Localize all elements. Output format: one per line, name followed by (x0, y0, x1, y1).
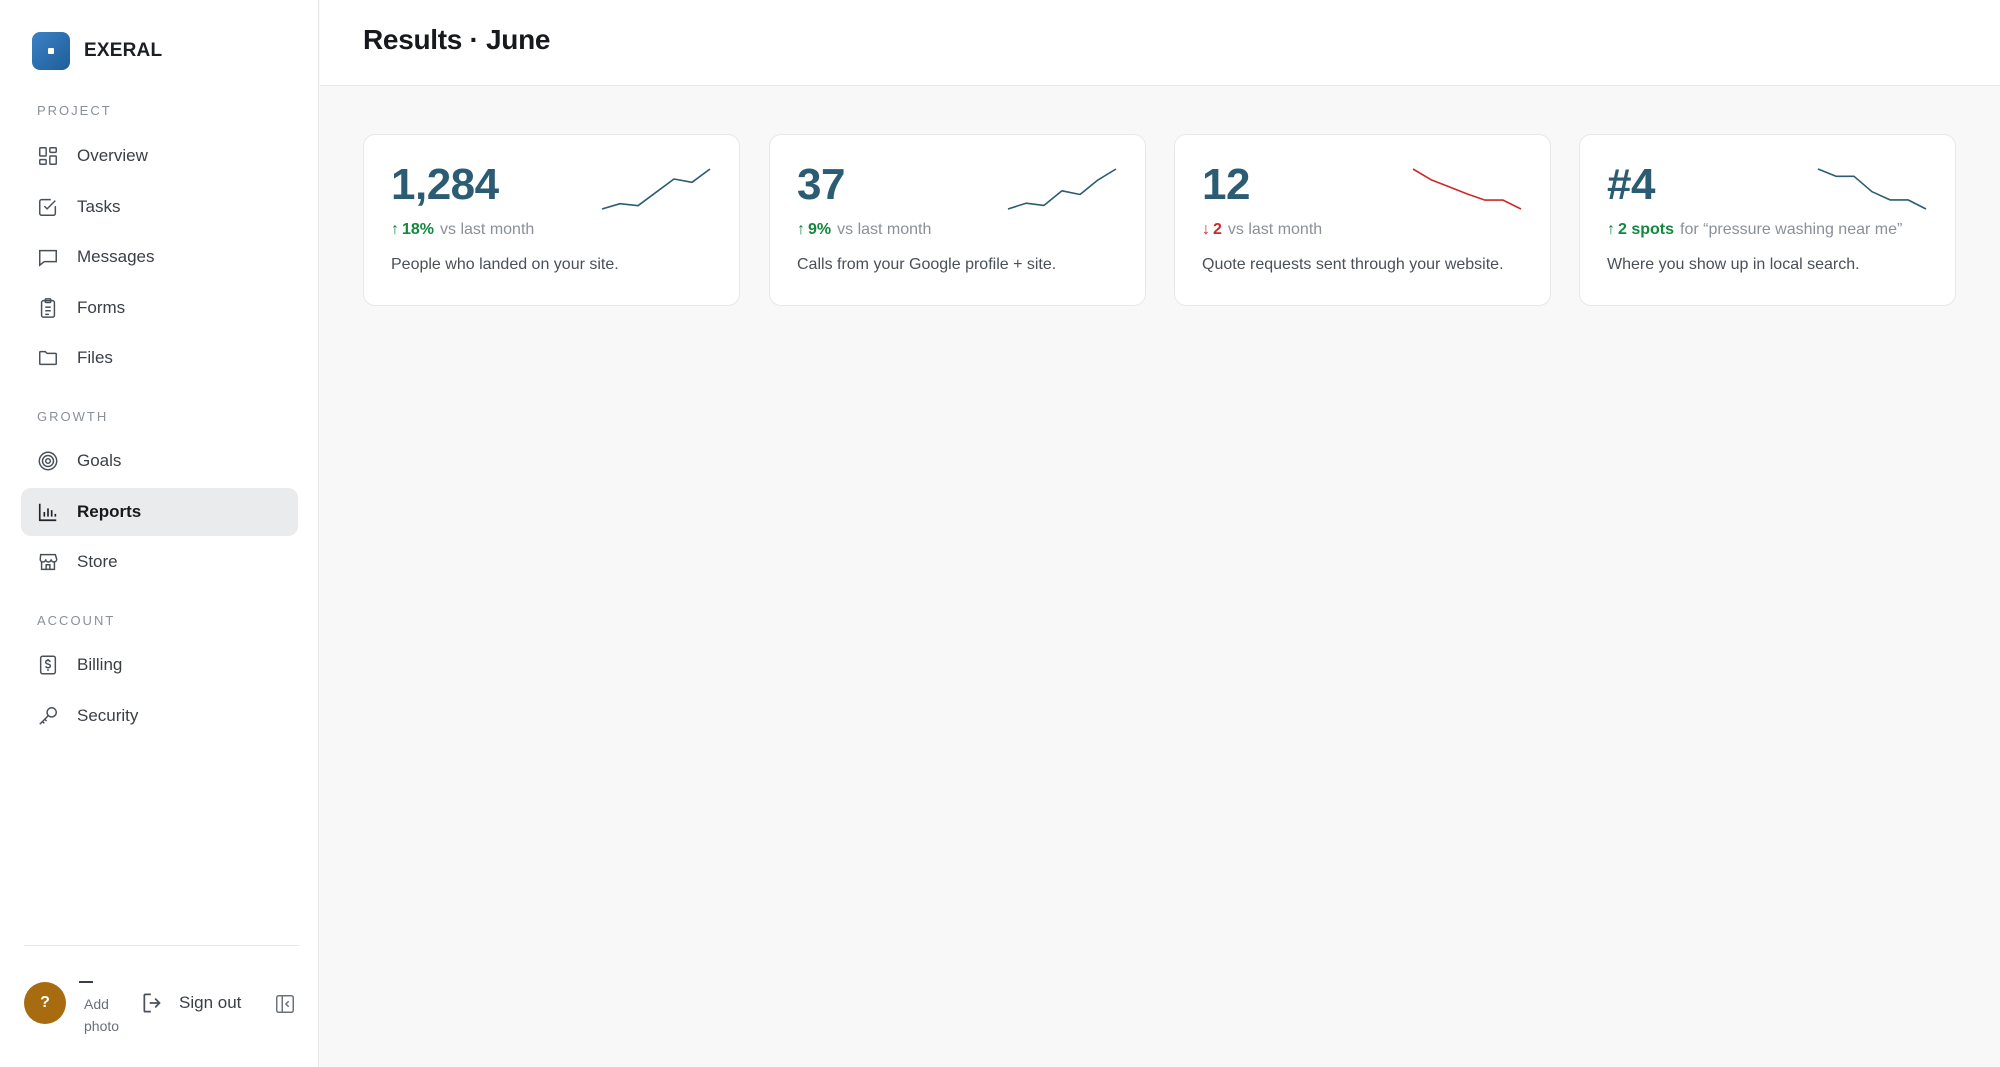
collapse-sidebar-icon[interactable] (274, 993, 296, 1015)
sparkline-trend-line (1007, 168, 1117, 210)
sparkline-chart (1817, 168, 1927, 210)
target-icon (37, 450, 59, 472)
sparkline (1816, 167, 1928, 211)
sidebar-item-label: Messages (77, 247, 155, 266)
key-icon (37, 705, 59, 727)
delta-context: vs last month (440, 221, 535, 238)
metric-delta: ↑ 2 spots for “pressure washing near me” (1607, 219, 1902, 241)
delta-context: for “pressure washing near me” (1680, 221, 1903, 238)
checkbox-icon (37, 196, 59, 218)
sparkline-chart (1412, 168, 1522, 210)
sidebar-item-goals[interactable]: Goals (21, 437, 298, 485)
avatar-initial: ? (40, 994, 50, 1011)
sidebar-item-security[interactable]: Security (21, 692, 298, 740)
sidebar-item-tasks[interactable]: Tasks (21, 183, 298, 231)
sidebar-item-label: Goals (77, 451, 122, 470)
section-label-project: PROJECT (37, 103, 112, 118)
arrow-down-icon: ↓ (1202, 221, 1210, 238)
metric-value: 37 (797, 160, 845, 209)
sparkline-trend-line (1412, 168, 1522, 210)
folder-icon (37, 347, 59, 369)
sidebar: EXERAL PROJECT Overview Tasks Messages F… (0, 0, 319, 1067)
sidebar-item-label: Files (77, 348, 113, 367)
sidebar-item-messages[interactable]: Messages (21, 233, 298, 281)
sidebar-item-forms[interactable]: Forms (21, 284, 298, 332)
sign-out-icon (140, 990, 166, 1016)
arrow-up-icon: ↑ (1607, 221, 1615, 238)
sign-out-button[interactable]: Sign out (140, 990, 241, 1016)
metric-value: 12 (1202, 160, 1250, 209)
sparkline-trend-line (601, 168, 711, 210)
sparkline (600, 167, 712, 211)
brand-logo (32, 32, 70, 70)
sparkline-chart (1007, 168, 1117, 210)
brand[interactable]: EXERAL (32, 32, 162, 70)
delta-value: 2 spots (1618, 221, 1675, 238)
sidebar-item-label: Store (77, 552, 118, 571)
sign-out-label: Sign out (179, 993, 242, 1012)
brand-name: EXERAL (84, 40, 163, 61)
arrow-up-icon: ↑ (391, 221, 399, 238)
sidebar-item-label: Overview (77, 146, 148, 165)
sidebar-divider (24, 945, 299, 946)
sidebar-item-overview[interactable]: Overview (21, 132, 298, 180)
dollar-receipt-icon (37, 654, 59, 676)
store-icon (37, 551, 59, 573)
add-photo-link[interactable]: Add photo (84, 996, 120, 1034)
sidebar-item-files[interactable]: Files (21, 334, 298, 382)
arrow-up-icon: ↑ (797, 221, 805, 238)
delta-context: vs last month (1227, 221, 1323, 238)
delta-value: 2 (1213, 221, 1222, 238)
page-title: Results · June (363, 24, 551, 55)
sidebar-item-billing[interactable]: Billing (21, 641, 298, 689)
sparkline (1006, 167, 1118, 211)
metric-value: 1,284 (391, 160, 499, 209)
delta-context: vs last month (837, 221, 932, 238)
sidebar-item-store[interactable]: Store (21, 538, 298, 586)
sparkline-trend-line (1817, 168, 1927, 210)
sidebar-item-label: Tasks (77, 197, 121, 216)
section-label-account: ACCOUNT (37, 613, 116, 628)
metric-description: Quote requests sent through your website… (1202, 256, 1504, 273)
metric-delta: ↑ 18% vs last month (391, 219, 534, 241)
grid-icon (37, 145, 59, 167)
message-icon (37, 246, 59, 268)
section-label-growth: GROWTH (37, 409, 109, 424)
metric-card-ranking[interactable]: #4 ↑ 2 spots for “pressure washing near me… (1579, 134, 1956, 306)
clipboard-icon (37, 297, 59, 319)
sidebar-item-label: Reports (77, 502, 142, 521)
metric-value: #4 (1607, 160, 1655, 209)
sparkline-chart (601, 168, 711, 210)
metric-description: Calls from your Google profile + site. (797, 256, 1057, 273)
sidebar-item-reports[interactable]: Reports (21, 488, 298, 536)
sparkline (1411, 167, 1523, 211)
bar-chart-icon (37, 501, 59, 523)
metric-delta: ↑ 9% vs last month (797, 219, 931, 241)
metric-description: People who landed on your site. (391, 256, 619, 273)
sidebar-item-label: Security (77, 706, 139, 725)
metric-delta: ↓ 2 vs last month (1202, 219, 1322, 241)
delta-value: 18% (402, 221, 435, 238)
delta-value: 9% (808, 221, 832, 238)
sidebar-item-label: Forms (77, 298, 126, 317)
metric-card-visitors[interactable]: 1,284 ↑ 18% vs last month People who lande… (363, 134, 740, 306)
page-header: Results · June (320, 0, 2000, 86)
metric-description: Where you show up in local search. (1607, 256, 1860, 273)
metric-card-calls[interactable]: 37 ↑ 9% vs last month Calls from your Goog… (769, 134, 1146, 306)
avatar[interactable]: ? (24, 982, 66, 1024)
user-name (79, 981, 93, 983)
metric-card-quotes[interactable]: 12 ↓ 2 vs last month Quote requests sent t… (1174, 134, 1551, 306)
sidebar-item-label: Billing (77, 655, 123, 674)
